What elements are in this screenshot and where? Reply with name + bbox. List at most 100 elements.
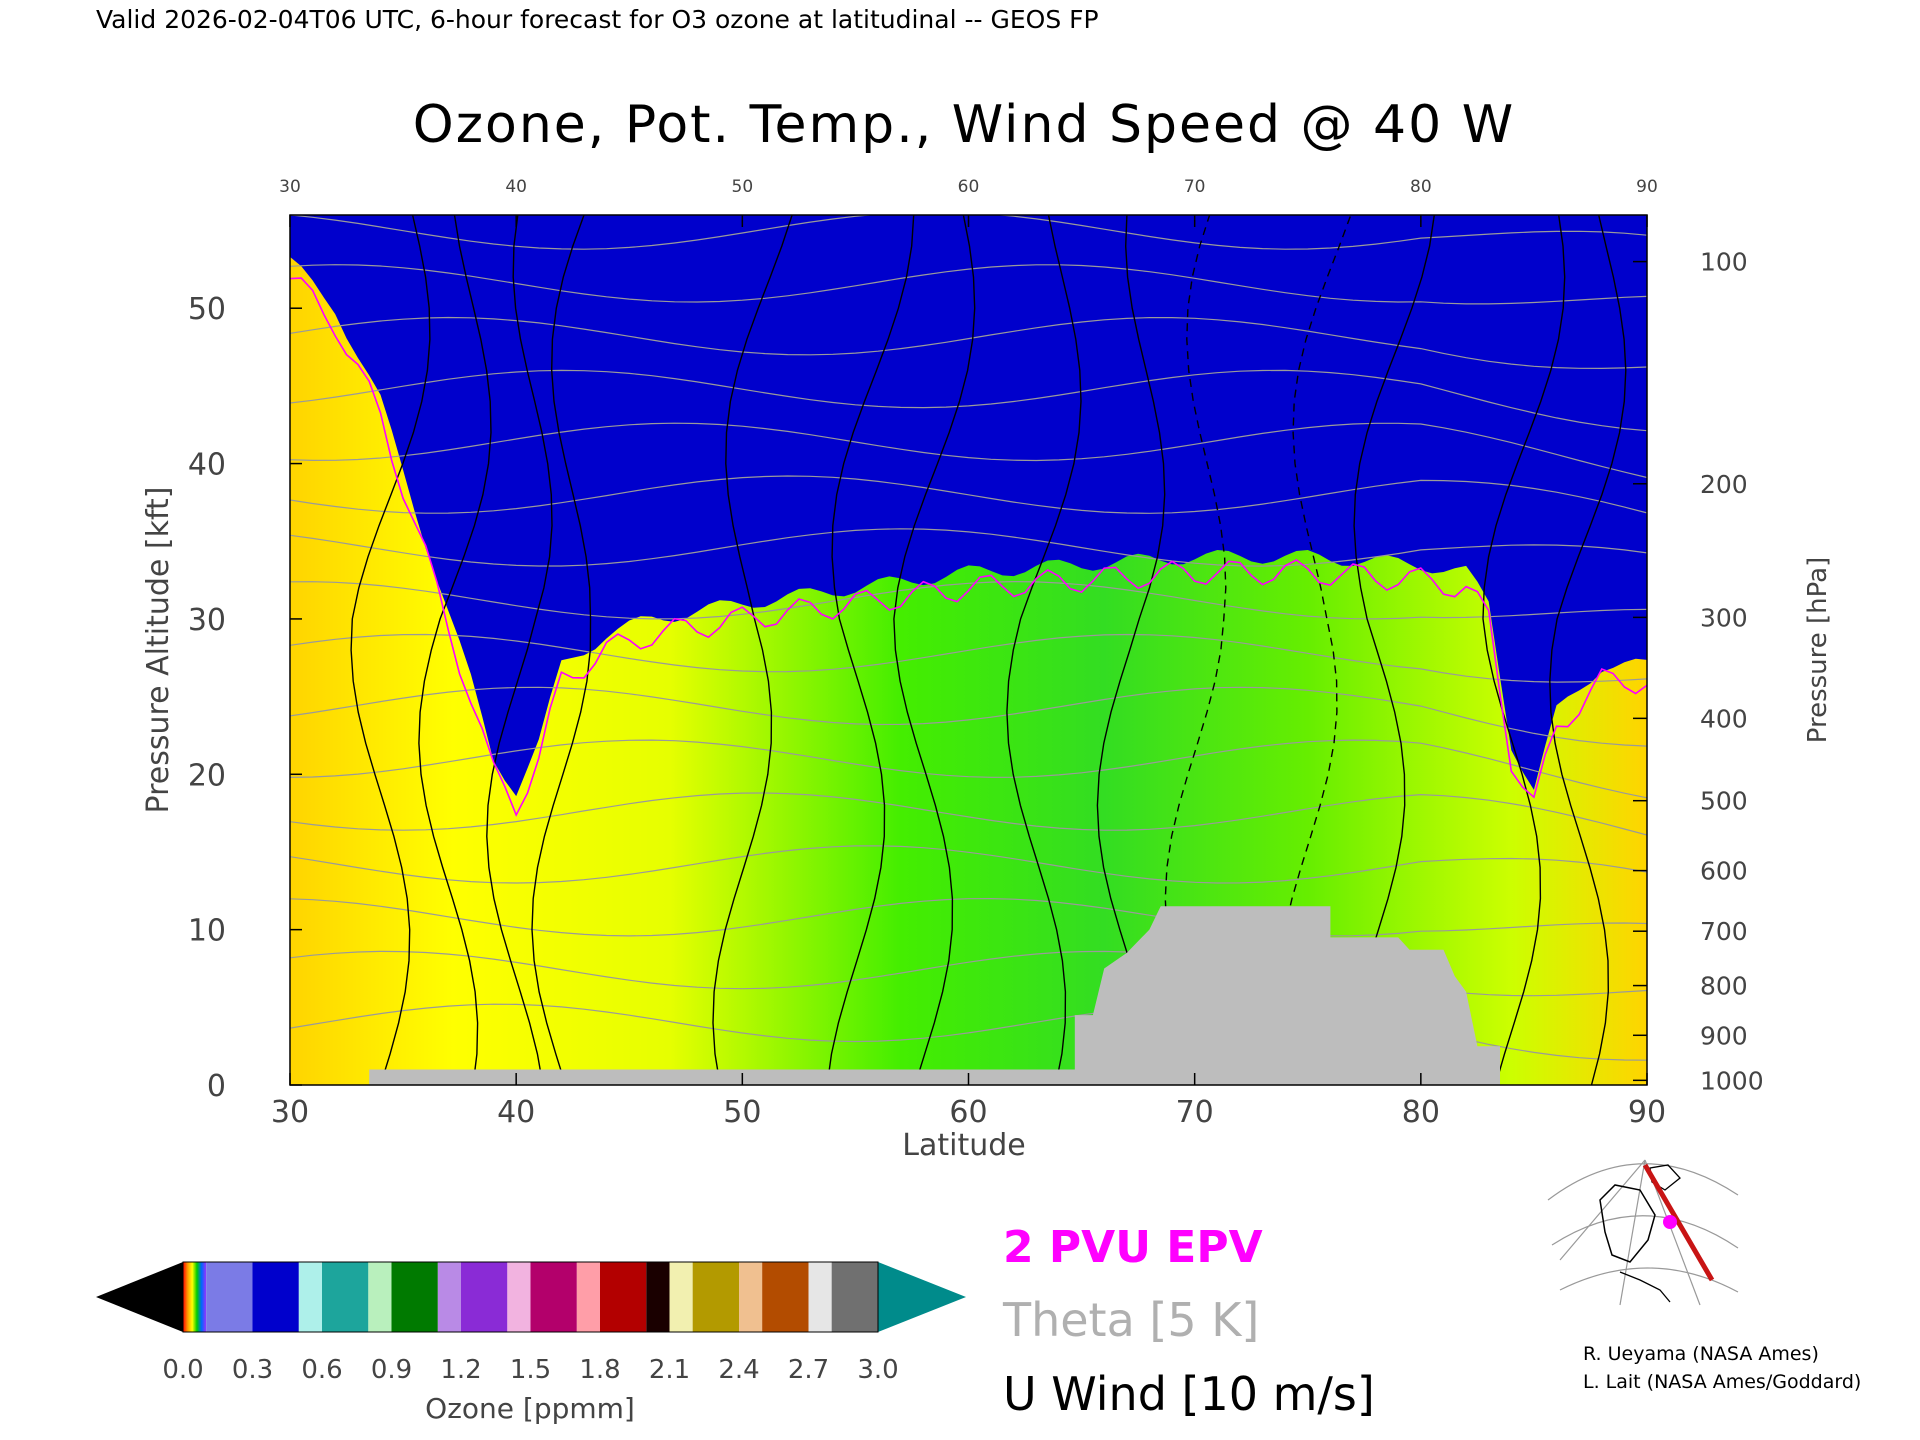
x-tick-label: 60 (949, 1095, 987, 1130)
uwind-contour (1096, 215, 1166, 1085)
theta-contour (290, 897, 1647, 937)
colorbar-segment-4 (322, 1262, 369, 1332)
chart-title: Ozone, Pot. Temp., Wind Speed @ 40 W (413, 95, 1515, 155)
uwind-contour (1549, 215, 1627, 1085)
colorbar-segment-16 (739, 1262, 763, 1332)
y-axis-label: Pressure Altitude [kft] (141, 487, 176, 814)
x-tick-label: 50 (723, 1095, 761, 1130)
colorbar-segment-17 (762, 1262, 809, 1332)
y-axis-left: 0 10 20 30 40 50 (188, 292, 302, 1104)
x-axis-top: 30 40 50 60 70 80 90 (279, 177, 1658, 227)
colorbar-segment-15 (692, 1262, 739, 1332)
theta-contour (290, 316, 1647, 370)
x-top-tick-label: 30 (279, 177, 301, 197)
pressure-tick-label: 500 (1700, 787, 1748, 816)
y-tick-label: 30 (188, 603, 226, 638)
colorbar-segment-10 (530, 1262, 577, 1332)
pressure-tick-label: 100 (1700, 248, 1748, 277)
uwind-contour (531, 215, 592, 1085)
uwind-contour (1482, 215, 1566, 1085)
colorbar-segment-1 (206, 1262, 253, 1332)
x-top-tick-label: 60 (958, 177, 980, 197)
colorbar-frame (182, 1261, 879, 1333)
y-axis-right-pressure: 100 200 300 400 500 600 700 800 900 1000 (1633, 248, 1764, 1095)
pressure-tick-label: 700 (1700, 917, 1748, 946)
colorbar-tick-label: 0.0 (162, 1355, 203, 1385)
colorbar-segment-7 (437, 1262, 461, 1332)
colorbar-tick-label: 1.8 (579, 1355, 620, 1385)
credit-line-2: L. Lait (NASA Ames/Goddard) (1583, 1371, 1861, 1393)
colorbar-min-arrow (96, 1262, 183, 1332)
legend-epv: 2 PVU EPV (1003, 1222, 1263, 1273)
uwind-contour (893, 215, 976, 1085)
ozone-colorbar: 0.0 0.3 0.6 0.9 1.2 1.5 1.8 2.1 2.4 2.7 3.0 (96, 1261, 966, 1385)
theta-contour (290, 264, 1647, 305)
x-tick-label: 40 (497, 1095, 535, 1130)
x-top-tick-label: 40 (505, 177, 527, 197)
x-axis-label: Latitude (902, 1128, 1025, 1163)
uwind-contour (350, 215, 431, 1085)
colorbar-segment-13 (646, 1262, 670, 1332)
colorbar-tick-label: 1.5 (510, 1355, 551, 1385)
colorbar-tick-label: 0.3 (232, 1355, 273, 1385)
theta-contour (290, 215, 1647, 250)
x-tick-label: 90 (1628, 1095, 1666, 1130)
pressure-tick-label: 400 (1700, 704, 1748, 733)
uwind-contour (826, 215, 915, 1085)
colorbar-tick-label: 2.7 (788, 1355, 829, 1385)
theta-contour (290, 845, 1647, 884)
y-tick-label: 20 (188, 758, 226, 793)
colorbar-segment-19 (831, 1262, 878, 1332)
y-tick-label: 10 (188, 914, 226, 949)
colorbar-segment-8 (461, 1262, 508, 1332)
x-top-tick-label: 70 (1184, 177, 1206, 197)
x-top-tick-label: 90 (1636, 177, 1658, 197)
theta-contour (290, 475, 1647, 514)
colorbar-label: Ozone [ppmm] (425, 1392, 635, 1425)
ozone-band-18 (290, 215, 1647, 797)
colorbar-tick-label: 1.2 (440, 1355, 481, 1385)
y-tick-label: 50 (188, 292, 226, 327)
y2-axis-label: Pressure [hPa] (1803, 557, 1833, 744)
theta-contour (290, 633, 1647, 683)
theta-contour (290, 580, 1647, 620)
theta-contour (290, 369, 1647, 432)
theta-contour (290, 792, 1647, 836)
legend-uwind: U Wind [10 m/s] (1003, 1367, 1375, 1421)
uwind-contour (418, 215, 492, 1085)
colorbar-segment-14 (669, 1262, 693, 1332)
pressure-tick-label: 200 (1700, 470, 1748, 499)
x-top-tick-label: 50 (732, 177, 754, 197)
plot-area: 30 40 50 60 70 80 90 30 40 50 60 70 80 90 0 10 20 30 40 5… (188, 177, 1764, 1130)
x-tick-label: 70 (1176, 1095, 1214, 1130)
pressure-tick-label: 300 (1700, 603, 1748, 632)
colorbar-tick-label: 3.0 (857, 1355, 898, 1385)
x-top-tick-label: 80 (1410, 177, 1432, 197)
pressure-tick-label: 900 (1700, 1021, 1748, 1050)
terrain-mask (290, 906, 1647, 1085)
colorbar-tick-label: 0.6 (301, 1355, 342, 1385)
x-axis-bottom: 30 40 50 60 70 80 90 (271, 1073, 1666, 1130)
credit-line-1: R. Ueyama (NASA Ames) (1583, 1343, 1819, 1365)
colorbar-segment-9 (507, 1262, 531, 1332)
x-tick-label: 80 (1402, 1095, 1440, 1130)
colorbar-tick-label: 0.9 (371, 1355, 412, 1385)
legend-theta: Theta [5 K] (1002, 1293, 1259, 1347)
pressure-tick-label: 600 (1700, 857, 1748, 886)
colorbar-segment-2 (252, 1262, 299, 1332)
y-tick-label: 40 (188, 448, 226, 483)
colorbar-segment-3 (298, 1262, 322, 1332)
uwind-contour (486, 215, 553, 1085)
colorbar-tick-label: 2.1 (649, 1355, 690, 1385)
uwind-contour (1006, 215, 1082, 1085)
uwind-contour (712, 215, 793, 1085)
pressure-tick-label: 1000 (1700, 1066, 1764, 1095)
inset-map-icon (1542, 1157, 1742, 1306)
theta-contour (290, 739, 1647, 799)
x-tick-label: 30 (271, 1095, 309, 1130)
colorbar-segment-5 (368, 1262, 392, 1332)
colorbar-max-arrow (878, 1262, 966, 1332)
stratospheric-ozone-bands (290, 215, 1647, 797)
y-tick-label: 0 (207, 1069, 226, 1104)
